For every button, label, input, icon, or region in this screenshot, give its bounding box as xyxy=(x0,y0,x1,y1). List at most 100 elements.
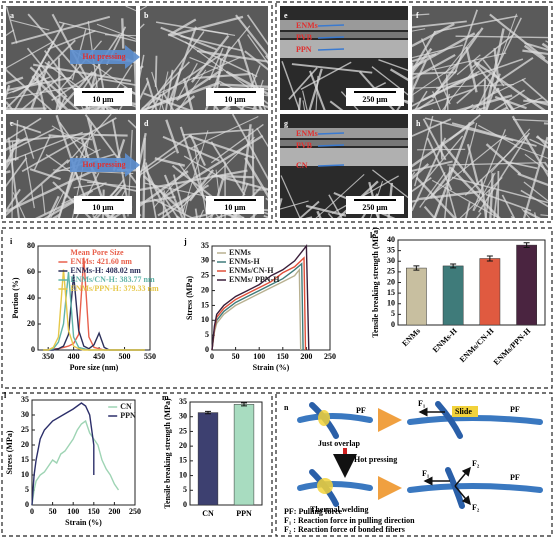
fiber xyxy=(165,119,180,154)
fiber xyxy=(456,73,491,105)
panel-label: b xyxy=(144,11,149,20)
fiber xyxy=(473,62,515,110)
fiber xyxy=(485,193,532,212)
legend-label: ENMs/CN-H xyxy=(229,266,274,275)
fiber xyxy=(489,13,546,60)
fiber xyxy=(244,157,268,199)
fiber xyxy=(92,215,97,218)
x-tick-label: 0 xyxy=(210,352,214,361)
fiber xyxy=(142,138,146,218)
pointer xyxy=(317,36,345,39)
fiber xyxy=(12,76,51,93)
fiber xyxy=(197,49,268,63)
layer-label: CN xyxy=(296,161,308,170)
y-tick-label: 0 xyxy=(31,345,35,354)
fiber xyxy=(225,70,268,96)
y-tick-label: 20 xyxy=(179,441,187,450)
fiber xyxy=(32,63,132,82)
fiber xyxy=(140,134,191,173)
fiber xyxy=(140,54,145,80)
fiber xyxy=(244,50,268,71)
y-tick-label: 10 xyxy=(179,470,187,479)
fiber xyxy=(6,157,28,188)
y-axis-label: Portion (%) xyxy=(11,277,20,318)
fiber xyxy=(220,176,268,191)
x-tick-label: 350 xyxy=(42,352,54,361)
fiber xyxy=(459,177,503,218)
legend-label: ENMs/ PPN-H xyxy=(229,275,280,284)
fiber xyxy=(430,69,458,98)
fiber xyxy=(193,145,208,218)
panel-label: n xyxy=(284,403,289,412)
frame xyxy=(1,227,553,389)
fiber xyxy=(251,128,255,218)
y-tick-label: 10 xyxy=(387,299,395,308)
fiber xyxy=(511,115,548,178)
plot-frame xyxy=(189,401,263,506)
fiber xyxy=(524,42,548,51)
y-tick-label: 10 xyxy=(201,315,209,324)
fiber xyxy=(449,114,481,141)
x-tick-label: 400 xyxy=(68,352,80,361)
fiber xyxy=(154,157,186,167)
label: F₁ xyxy=(422,469,430,478)
y-tick-label: 15 xyxy=(387,288,395,297)
fiber xyxy=(61,184,104,205)
fiber xyxy=(57,57,61,110)
fiber xyxy=(414,90,428,110)
fiber xyxy=(407,415,543,425)
fiber xyxy=(41,184,46,215)
fiber xyxy=(522,136,548,218)
label: Slide xyxy=(455,407,472,416)
plot-frame xyxy=(31,399,136,506)
bar xyxy=(442,265,464,326)
legend-label: ENMs-H: 408.02 nm xyxy=(70,266,141,275)
x-tick-label: ENMs-H xyxy=(431,326,460,355)
fiber xyxy=(162,190,165,218)
fiber xyxy=(443,93,451,110)
x-axis-label: Pore size (nm) xyxy=(70,363,119,372)
fiber xyxy=(412,163,430,180)
fiber xyxy=(432,91,441,110)
fiber xyxy=(454,9,479,74)
fiber xyxy=(369,180,384,218)
y-tick-label: 10 xyxy=(21,470,29,479)
fiber xyxy=(446,186,457,218)
fiber xyxy=(412,28,426,32)
arrow-label: Hot pressing xyxy=(82,160,125,169)
legend-label: ENMs/PPN-H: 379.33 nm xyxy=(70,284,159,293)
fiber xyxy=(501,194,516,218)
pointer xyxy=(317,48,345,51)
fiber xyxy=(125,6,136,12)
x-tick-label: 100 xyxy=(67,507,79,516)
panel-label: i xyxy=(10,237,13,246)
diagram-n: n PF Just overlap F₁ Slide PF Hot pressi… xyxy=(284,399,543,534)
fiber xyxy=(464,134,528,196)
frame xyxy=(275,392,553,537)
fiber xyxy=(514,145,548,159)
scale-label: 10 μm xyxy=(92,95,114,104)
fiber xyxy=(417,148,466,151)
fiber xyxy=(208,47,224,81)
fiber xyxy=(140,158,146,179)
fiber xyxy=(447,162,545,166)
arrow xyxy=(454,466,471,487)
layer-label: ENMs xyxy=(296,21,318,30)
fiber xyxy=(177,63,198,98)
panel-label: d xyxy=(144,119,149,128)
fiber xyxy=(378,59,408,72)
fiber xyxy=(183,155,226,181)
fiber xyxy=(199,209,205,218)
legend-label: ENMs xyxy=(229,248,251,257)
bar xyxy=(516,244,537,326)
arrow xyxy=(454,485,471,506)
y-tick-label: 30 xyxy=(21,410,29,419)
fiber xyxy=(433,122,472,218)
fiber xyxy=(280,175,301,218)
x-tick-label: ENMs/PPN-H xyxy=(492,326,533,367)
fiber xyxy=(389,68,408,82)
bar xyxy=(197,412,219,506)
fiber xyxy=(31,75,70,110)
fiber xyxy=(6,169,94,213)
fiber xyxy=(191,34,230,83)
